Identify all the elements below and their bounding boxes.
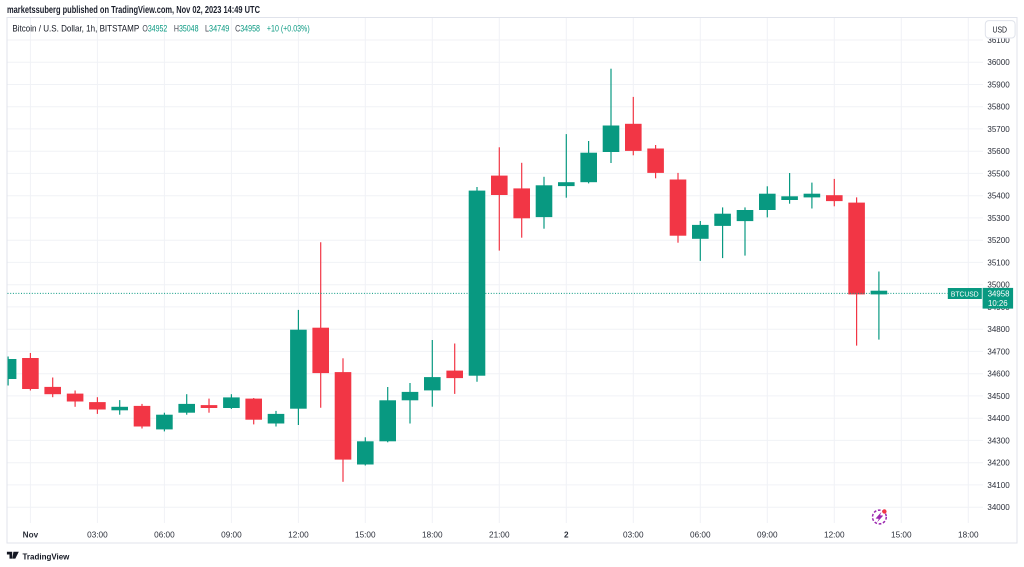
svg-text:L34749: L34749	[205, 24, 229, 34]
svg-text:Nov: Nov	[23, 530, 39, 539]
svg-text:09:00: 09:00	[757, 530, 778, 539]
svg-text:35200: 35200	[987, 236, 1010, 245]
svg-text:35800: 35800	[987, 103, 1010, 112]
svg-text:+10 (+0.03%): +10 (+0.03%)	[267, 24, 310, 34]
svg-text:06:00: 06:00	[154, 530, 175, 539]
svg-text:2: 2	[564, 530, 569, 539]
svg-text:H35048: H35048	[174, 24, 199, 34]
svg-text:35100: 35100	[987, 258, 1010, 267]
svg-text:34500: 34500	[987, 392, 1010, 401]
svg-text:35400: 35400	[987, 192, 1010, 201]
svg-text:34400: 34400	[987, 414, 1010, 423]
svg-text:34600: 34600	[987, 370, 1010, 379]
svg-text:34000: 34000	[987, 503, 1010, 512]
svg-text:21:00: 21:00	[489, 530, 510, 539]
svg-text:34800: 34800	[987, 325, 1010, 334]
svg-text:marketssuberg published on Tra: marketssuberg published on TradingView.c…	[7, 5, 260, 16]
svg-text:10:26: 10:26	[988, 299, 1008, 308]
svg-text:36100: 36100	[987, 36, 1010, 45]
svg-text:12:00: 12:00	[288, 530, 309, 539]
svg-text:34300: 34300	[987, 436, 1010, 445]
svg-text:36000: 36000	[987, 58, 1010, 67]
svg-text:35700: 35700	[987, 125, 1010, 134]
svg-text:15:00: 15:00	[355, 530, 376, 539]
svg-text:06:00: 06:00	[690, 530, 711, 539]
svg-text:15:00: 15:00	[891, 530, 912, 539]
svg-text:18:00: 18:00	[422, 530, 443, 539]
svg-text:34958: 34958	[988, 290, 1010, 299]
svg-text:BTCUSD: BTCUSD	[951, 290, 979, 299]
svg-text:34700: 34700	[987, 347, 1010, 356]
svg-text:C34958: C34958	[235, 24, 260, 34]
svg-text:35300: 35300	[987, 214, 1010, 223]
svg-text:03:00: 03:00	[623, 530, 644, 539]
svg-text:35500: 35500	[987, 169, 1010, 178]
svg-text:35000: 35000	[987, 281, 1010, 290]
svg-text:34200: 34200	[987, 459, 1010, 468]
svg-text:34100: 34100	[987, 481, 1010, 490]
svg-text:12:00: 12:00	[824, 530, 845, 539]
svg-text:09:00: 09:00	[221, 530, 242, 539]
svg-text:18:00: 18:00	[958, 530, 979, 539]
svg-text:35900: 35900	[987, 80, 1010, 89]
svg-text:O34952: O34952	[142, 24, 167, 34]
svg-text:03:00: 03:00	[87, 530, 108, 539]
svg-text:35600: 35600	[987, 147, 1010, 156]
svg-text:TradingView: TradingView	[23, 552, 70, 562]
svg-text:USD: USD	[993, 24, 1008, 34]
svg-text:Bitcoin / U.S. Dollar, 1h, BIT: Bitcoin / U.S. Dollar, 1h, BITSTAMP	[12, 24, 139, 35]
